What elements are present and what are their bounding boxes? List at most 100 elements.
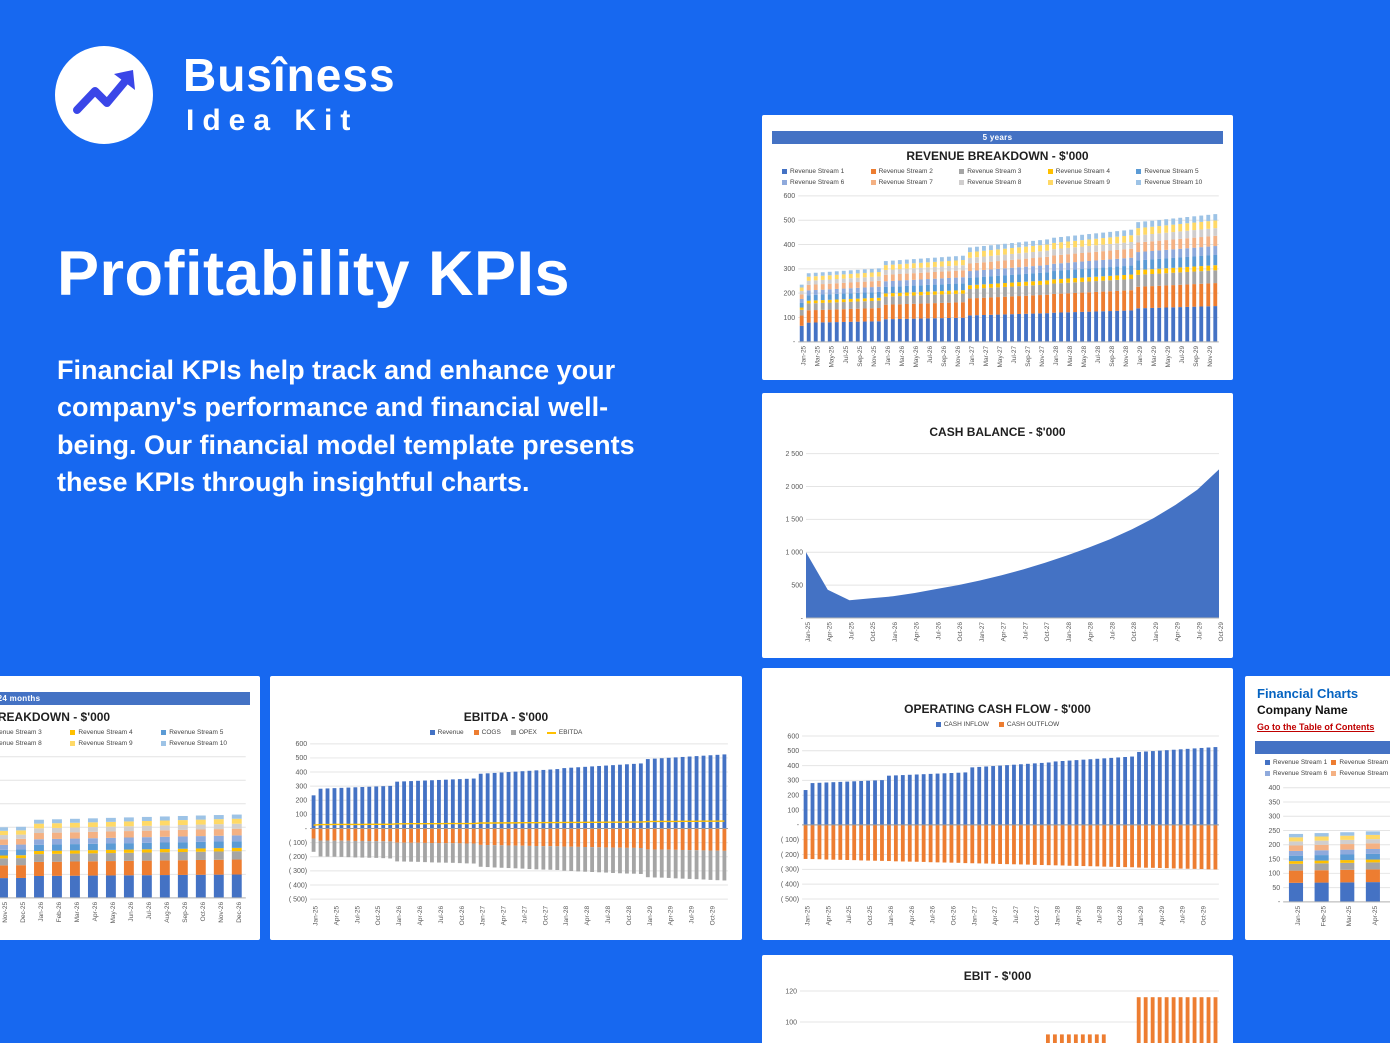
svg-text:300: 300	[787, 778, 799, 785]
chart-plot-area: 600 500 400 300 200 100 - ( 100) ( 200) ( 300) ( 4…	[278, 737, 734, 932]
svg-text:2 500: 2 500	[785, 451, 803, 458]
svg-text:Oct-27: Oct-27	[542, 906, 549, 926]
chart-title: EBIT - $'000	[963, 969, 1032, 983]
legend-label: Revenue Stream 2	[1339, 759, 1390, 766]
svg-text:Jul-26: Jul-26	[930, 906, 937, 924]
svg-text:Jan-28: Jan-28	[1066, 622, 1073, 642]
page-description: Financial KPIs help track and enhance yo…	[57, 355, 635, 497]
legend-marker	[1047, 180, 1053, 186]
svg-text:Mar-27: Mar-27	[983, 346, 990, 367]
svg-text:Mar-25: Mar-25	[815, 346, 822, 367]
svg-text:Apr-25: Apr-25	[333, 906, 340, 926]
legend-label: Revenue Stream 2	[878, 168, 933, 175]
svg-text:( 300): ( 300)	[781, 867, 799, 874]
svg-text:350: 350	[1269, 799, 1281, 806]
legend-label: Revenue Stream 5	[1144, 168, 1199, 175]
svg-text:400: 400	[784, 242, 796, 249]
legend-item: CASH OUTFLOW	[998, 720, 1059, 729]
svg-text:Jul-26: Jul-26	[927, 346, 934, 364]
svg-text:Jan-26: Jan-26	[396, 906, 403, 926]
chart-title: CASH BALANCE - $'000	[929, 425, 1066, 439]
svg-text:300: 300	[784, 266, 796, 273]
svg-text:Jan-28: Jan-28	[563, 906, 570, 926]
svg-text:Apr-29: Apr-29	[1175, 622, 1182, 642]
svg-text:200: 200	[787, 793, 799, 800]
legend-label: Revenue Stream 8	[0, 740, 42, 748]
svg-text:Nov-26: Nov-26	[955, 346, 962, 367]
svg-text:100: 100	[785, 1019, 797, 1026]
table-of-contents-link[interactable]: Go to the Table of Contents	[1257, 722, 1375, 732]
svg-text:Jul-27: Jul-27	[1022, 622, 1029, 640]
svg-text:500: 500	[787, 748, 799, 755]
legend-item: Revenue Stream 2	[865, 167, 954, 176]
svg-text:Oct-26: Oct-26	[200, 902, 207, 922]
svg-text:Jan-29: Jan-29	[1153, 622, 1160, 642]
svg-text:250: 250	[1269, 828, 1281, 835]
svg-text:Apr-26: Apr-26	[914, 622, 921, 642]
svg-text:Jul-29: Jul-29	[1179, 346, 1186, 364]
svg-text:500: 500	[295, 755, 307, 762]
svg-text:Apr-27: Apr-27	[501, 906, 508, 926]
legend-marker	[1136, 180, 1142, 186]
chart-title: EBITDA - $'000	[463, 710, 549, 724]
svg-text:Oct-26: Oct-26	[950, 906, 957, 926]
svg-text:Oct-25: Oct-25	[375, 906, 382, 926]
legend-label: Revenue Stream 4	[78, 729, 133, 736]
svg-text:Jan-26: Jan-26	[885, 346, 892, 366]
logo-circle	[55, 46, 153, 144]
chart-plot-area: 2 500 2 000 1 500 1 000 500 - Jan-25 Apr-25 Jul-…	[770, 443, 1225, 650]
svg-text:Oct-26: Oct-26	[459, 906, 466, 926]
chart-title: REVENUE BREAKDOWN - $'000	[906, 149, 1089, 163]
svg-text:Jan-27: Jan-27	[480, 906, 487, 926]
legend-item: Revenue Stream 9	[64, 739, 155, 748]
legend-item: Revenue Stream 4	[64, 728, 155, 737]
legend-label: Revenue Stream 10	[169, 740, 227, 748]
svg-text:Oct-26: Oct-26	[957, 622, 964, 642]
legend-label: Revenue Stream 6	[1273, 770, 1328, 778]
svg-text:Jan-29: Jan-29	[647, 906, 654, 926]
svg-text:Jul-25: Jul-25	[848, 622, 855, 640]
svg-text:Feb-25: Feb-25	[1321, 906, 1328, 927]
svg-text:100: 100	[1269, 871, 1281, 878]
legend-item: Revenue Stream 9	[1042, 178, 1131, 187]
svg-text:( 400): ( 400)	[289, 882, 307, 889]
svg-text:Jan-26: Jan-26	[888, 906, 895, 926]
legend-marker	[70, 741, 76, 747]
svg-text:Mar-29: Mar-29	[1151, 346, 1158, 367]
svg-text:Aug-26: Aug-26	[164, 902, 171, 923]
svg-text:Apr-25: Apr-25	[1372, 906, 1379, 926]
svg-text:Jan-29: Jan-29	[1138, 906, 1145, 926]
legend-marker	[510, 730, 516, 736]
chart-range-badge: 5 years	[772, 131, 1223, 144]
svg-text:Jan-26: Jan-26	[38, 902, 45, 922]
svg-text:( 400): ( 400)	[781, 882, 799, 889]
svg-text:May-26: May-26	[913, 346, 920, 368]
legend-item: Revenue Stream 4	[1042, 167, 1131, 176]
chart-range-badge: 24 months	[0, 692, 250, 705]
svg-text:200: 200	[295, 798, 307, 805]
chart-panel-financial-charts-mini: Financial Charts Company Name Go to the …	[1245, 676, 1390, 940]
chart-plot-area: 600500400300200100-Jan-25Feb-25Mar-25Apr…	[0, 748, 252, 932]
legend-marker	[70, 730, 76, 736]
svg-text:( 500): ( 500)	[781, 896, 799, 903]
svg-text:Nov-27: Nov-27	[1039, 346, 1046, 367]
svg-text:Apr-28: Apr-28	[1088, 622, 1095, 642]
legend-item: Revenue Stream 3	[953, 167, 1042, 176]
legend-marker	[935, 722, 941, 728]
chart-plot: 2 500 2 000 1 500 1 000 500 -Jan-25 Apr-25 Jul-…	[785, 451, 1225, 642]
svg-text:Jul-28: Jul-28	[605, 906, 612, 924]
legend-label: Revenue Stream 10	[1144, 179, 1203, 187]
chart-plot: 400 350 300 250 200 150 100 50 - Jan-25 Feb-25 Mar-…	[1269, 785, 1390, 927]
svg-text:300: 300	[295, 784, 307, 791]
svg-text:-: -	[1278, 899, 1281, 906]
svg-text:Jul-29: Jul-29	[1180, 906, 1187, 924]
legend-item: OPEX	[510, 728, 537, 737]
legend-marker	[1136, 169, 1142, 175]
svg-text:Mar-25: Mar-25	[1346, 906, 1353, 927]
legend-item: Revenue Stream 7	[865, 178, 954, 187]
svg-text:120: 120	[785, 988, 797, 995]
svg-text:Jul-25: Jul-25	[843, 346, 850, 364]
legend-item: Revenue Stream 1	[1259, 758, 1327, 767]
chart-legend: CASH INFLOW CASH OUTFLOW	[770, 720, 1225, 729]
